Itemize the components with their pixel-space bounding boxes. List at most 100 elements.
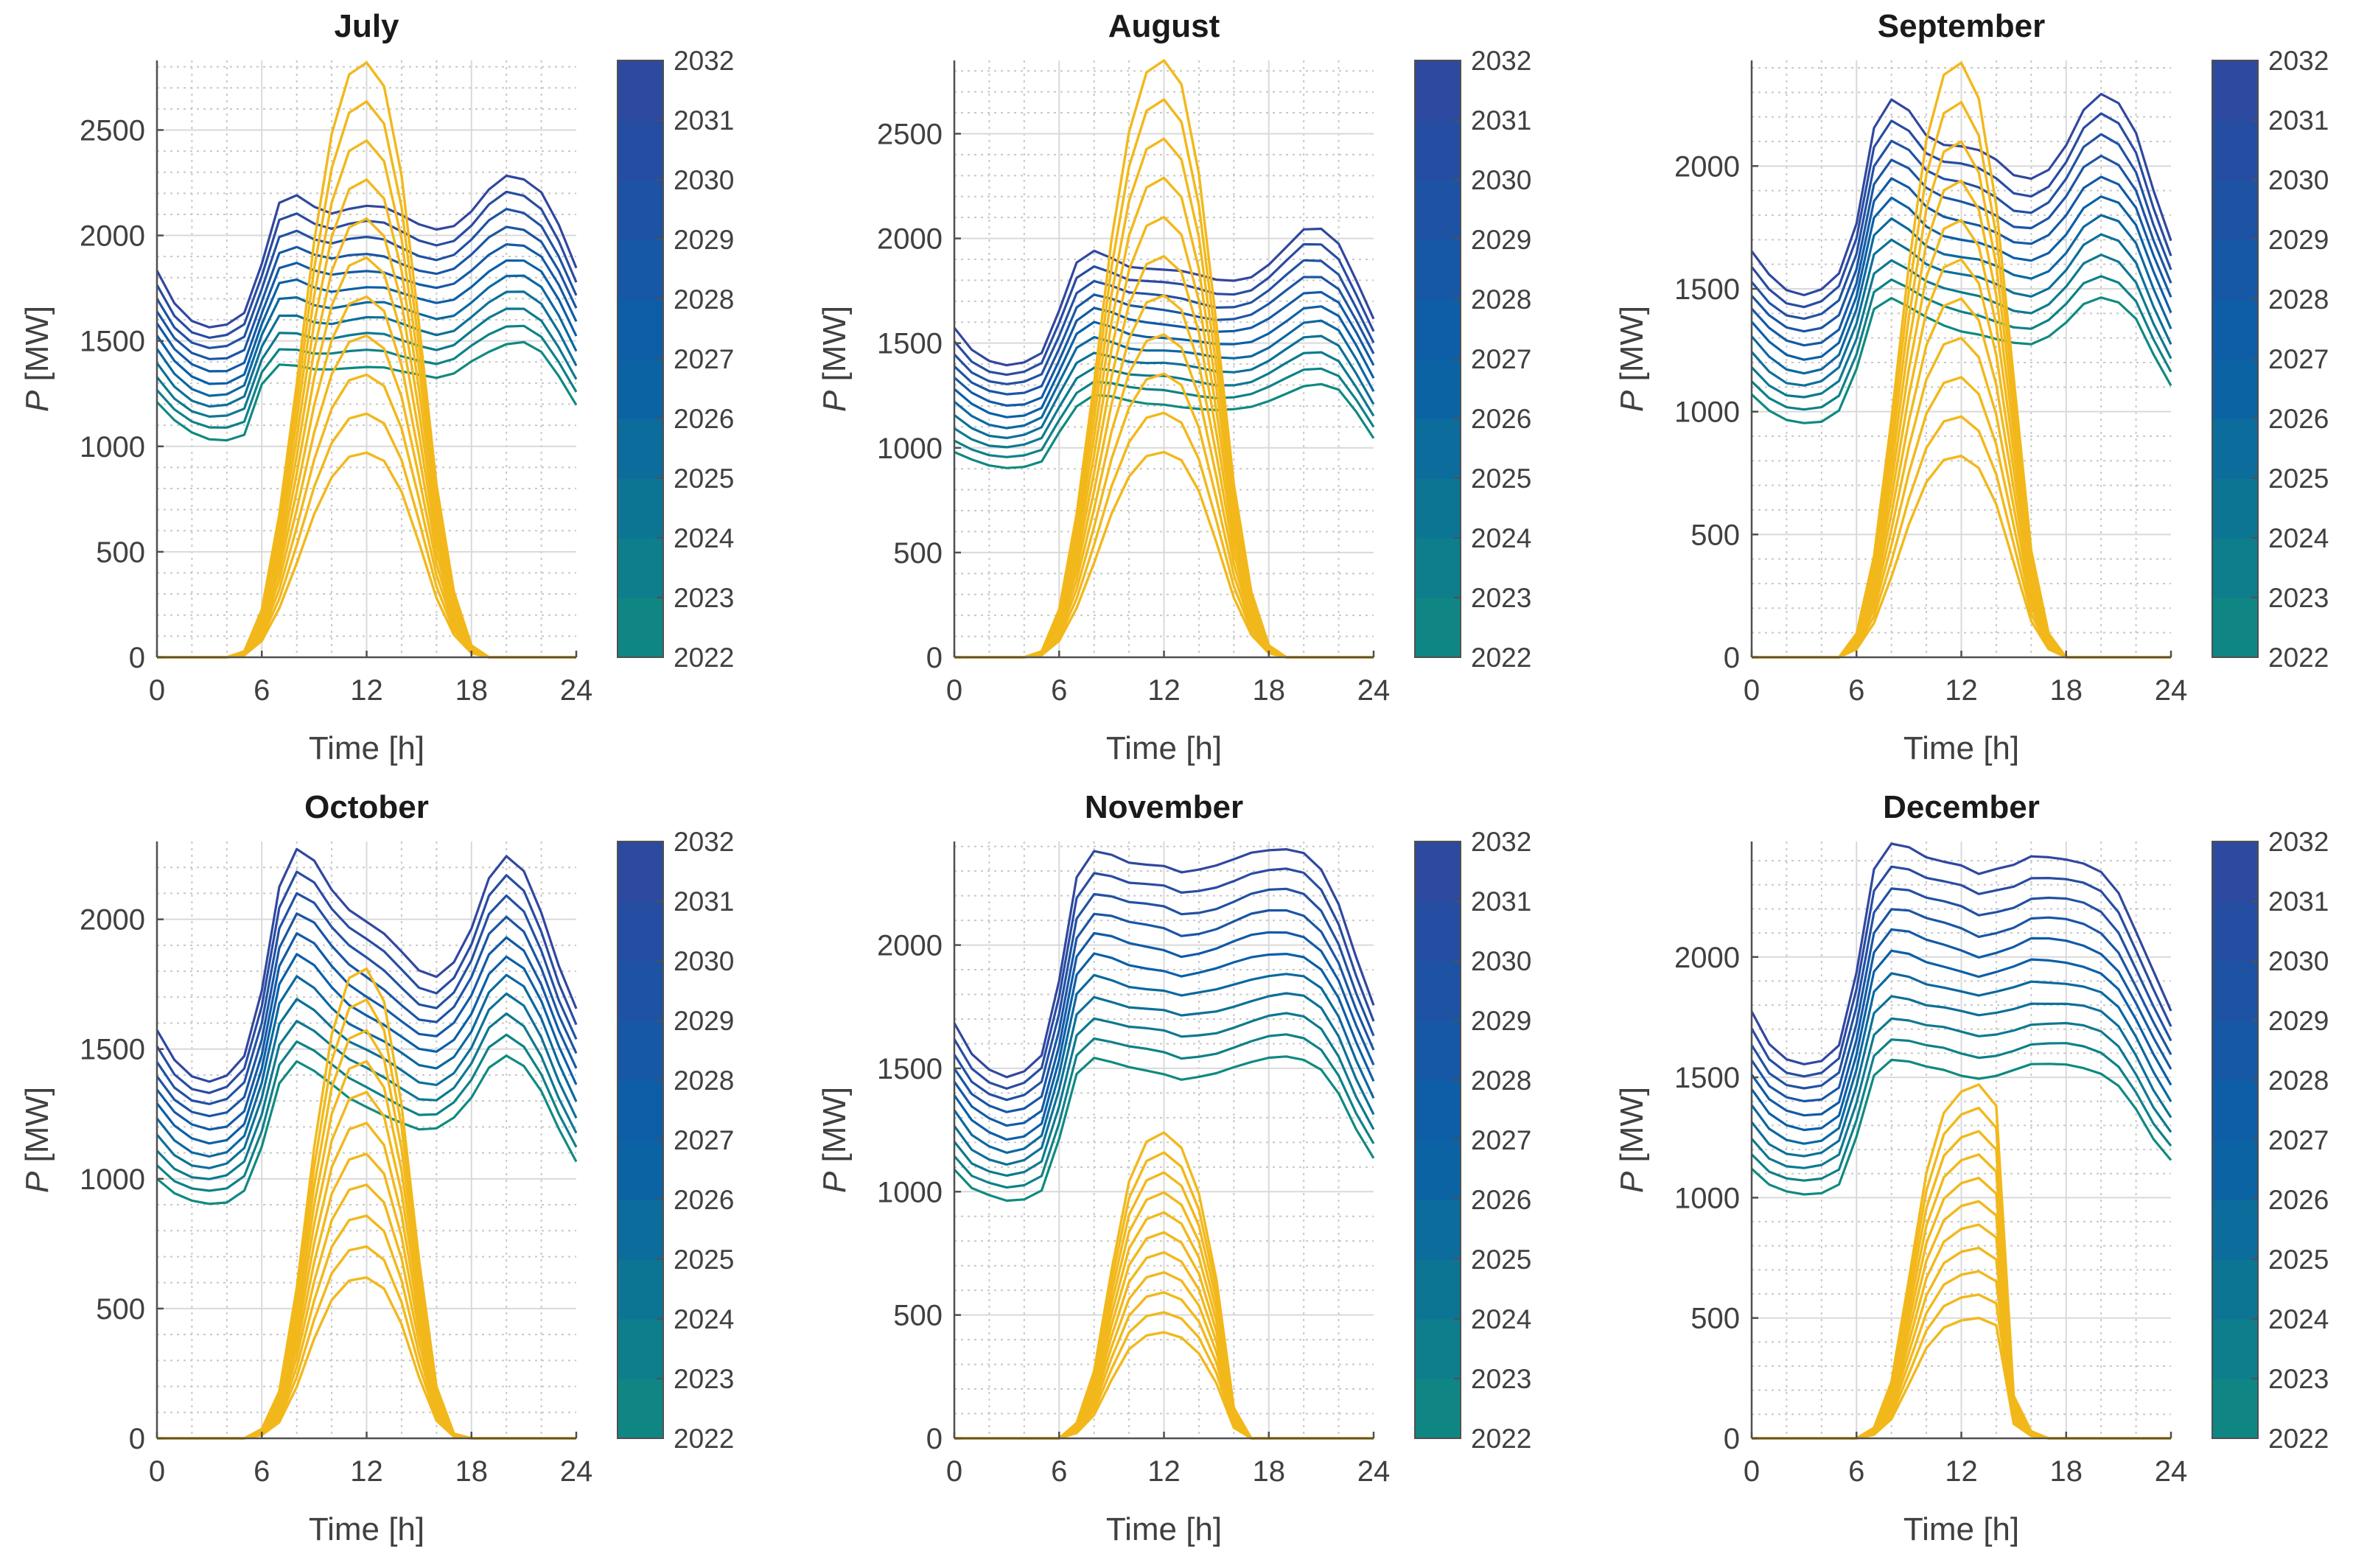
y-tick-label: 2000	[80, 220, 145, 253]
y-tick-label: 2000	[877, 223, 943, 256]
y-axis-label: P [MW]	[19, 306, 55, 412]
y-axis-label-unit: [MW]	[1614, 306, 1650, 391]
colorbar-segment	[1415, 1021, 1461, 1081]
x-tick-label: 0	[946, 1455, 962, 1488]
y-tick-label: 1000	[877, 433, 943, 465]
colorbar-tick-label: 2030	[1471, 946, 1531, 976]
demand-line-2031	[953, 867, 1375, 1091]
colorbar-segment	[618, 60, 663, 121]
colorbar-tick-label: 2031	[1471, 105, 1531, 136]
colorbar-segment	[1415, 299, 1461, 360]
x-tick-label: 24	[1357, 1455, 1391, 1488]
colorbar-segment	[2212, 961, 2258, 1021]
colorbar-tick-label: 2028	[2268, 284, 2329, 315]
colorbar-tick-label: 2025	[674, 463, 734, 494]
demand-line-2025	[155, 992, 578, 1169]
colorbar-tick-label: 2024	[1471, 523, 1531, 553]
colorbar-segment	[618, 359, 663, 419]
colorbar-tick-label: 2023	[2268, 583, 2329, 613]
y-axis-label: P [MW]	[1614, 306, 1650, 412]
colorbar-tick-label: 2022	[2268, 643, 2329, 673]
demand-line-2024	[953, 1012, 1375, 1177]
demand-line-2031	[155, 870, 578, 1094]
colorbar-tick-label: 2029	[2268, 225, 2329, 255]
colorbar-segment	[618, 1140, 663, 1200]
x-tick-label: 0	[1744, 674, 1760, 707]
colorbar-segment	[618, 598, 663, 658]
subplot-title: November	[1085, 789, 1243, 825]
demand-line-2025	[954, 335, 1375, 440]
colorbar-segment	[618, 961, 663, 1021]
colorbar-tick-label: 2032	[1471, 827, 1531, 857]
demand-line-2032	[155, 174, 578, 329]
demand-line-2031	[155, 190, 578, 339]
x-tick-label: 24	[560, 674, 593, 707]
colorbar-segment	[2212, 1259, 2258, 1320]
x-tick-label: 18	[455, 674, 489, 707]
demand-line-2024	[155, 307, 578, 419]
demand-line-2028	[953, 931, 1375, 1127]
demand-line-2025	[155, 290, 578, 408]
colorbar-tick-label: 2028	[1471, 1065, 1531, 1096]
colorbar-tick-label: 2026	[1471, 404, 1531, 434]
x-tick-label: 24	[2155, 1455, 2188, 1488]
demand-line-2028	[1750, 928, 2172, 1117]
colorbar-segment	[1415, 841, 1461, 902]
colorbar-tick-label: 2025	[2268, 1245, 2329, 1275]
demand-line-2027	[1750, 949, 2172, 1132]
x-tick-label: 24	[560, 1455, 593, 1488]
demand-line-2025	[953, 992, 1375, 1166]
colorbar-tick-label: 2024	[2268, 1304, 2329, 1334]
colorbar-segment	[1415, 598, 1461, 658]
x-axis-label: Time [h]	[1903, 1511, 2019, 1547]
colorbar: 2022 2023 2024 2025 2026 2027 2028 2029 2030 2031…	[617, 827, 734, 1454]
demand-line-2029	[953, 909, 1375, 1113]
colorbar-segment	[2212, 538, 2258, 598]
colorbar-tick-label: 2030	[2268, 946, 2329, 976]
x-tick-label: 12	[350, 1455, 383, 1488]
subplot-december: 0 500 1000 1500 2000 0 6 12 18 24 Time [h] P [MW] De…	[1614, 789, 2329, 1547]
colorbar-tick-label: 2026	[1471, 1185, 1531, 1215]
x-tick-label: 18	[455, 1455, 489, 1488]
y-axis-label-unit: [MW]	[1614, 1087, 1650, 1172]
y-tick-label: 1500	[877, 1053, 943, 1085]
colorbar-segment	[618, 299, 663, 360]
colorbar-tick-label: 2027	[674, 1125, 734, 1155]
colorbar-segment	[1415, 1319, 1461, 1379]
demand-line-2032	[1750, 842, 2172, 1065]
colorbar-segment	[618, 478, 663, 539]
demand-line-2024	[954, 351, 1375, 449]
y-tick-label: 1500	[877, 328, 943, 360]
demand-line-2027	[155, 953, 578, 1145]
demand-line-2025	[1750, 995, 2172, 1158]
y-tick-label: 1000	[1674, 396, 1740, 429]
y-axis-label: P [MW]	[817, 1087, 853, 1193]
y-axis-label-unit: [MW]	[19, 306, 55, 391]
colorbar-tick-label: 2024	[674, 1304, 734, 1334]
colorbar-tick-label: 2027	[1471, 344, 1531, 374]
colorbar-segment	[1415, 538, 1461, 598]
y-tick-label: 1000	[80, 1163, 145, 1196]
demand-line-2023	[155, 1033, 578, 1192]
demand-line-2027	[953, 952, 1375, 1141]
colorbar-tick-label: 2032	[2268, 46, 2329, 76]
y-tick-label: 2000	[877, 930, 943, 962]
colorbar-tick-label: 2030	[674, 946, 734, 976]
demand-line-2028	[155, 932, 578, 1131]
colorbar-tick-label: 2023	[674, 1364, 734, 1394]
colorbar-tick-label: 2024	[1471, 1304, 1531, 1334]
x-tick-label: 0	[946, 674, 962, 707]
demand-line-2031	[1750, 112, 2172, 309]
colorbar-tick-label: 2024	[674, 523, 734, 553]
colorbar-segment	[2212, 1080, 2258, 1141]
colorbar-segment	[618, 1319, 663, 1379]
colorbar-segment	[2212, 1379, 2258, 1439]
colorbar-segment	[2212, 359, 2258, 419]
colorbar-segment	[2212, 60, 2258, 121]
demand-line-2025	[1750, 233, 2172, 387]
colorbar-tick-label: 2032	[2268, 827, 2329, 857]
y-tick-label: 1500	[80, 326, 145, 358]
y-tick-label: 500	[96, 536, 145, 569]
colorbar-tick-label: 2031	[674, 105, 734, 136]
demand-line-2023	[954, 367, 1375, 458]
